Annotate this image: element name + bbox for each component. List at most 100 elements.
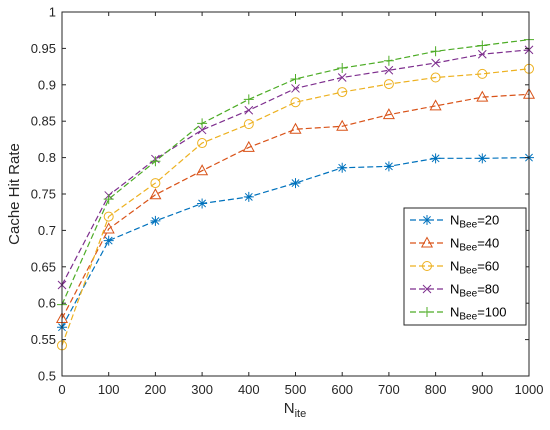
plot-frame <box>61 11 530 377</box>
x-tick-label: 100 <box>98 382 120 397</box>
data-point <box>243 191 254 202</box>
data-point <box>197 125 207 135</box>
data-point <box>336 119 349 131</box>
legend-marker <box>422 284 432 294</box>
legend-marker <box>422 215 432 225</box>
legend-marker <box>422 261 432 271</box>
legend-label-sub: Bee <box>459 220 477 231</box>
y-tick-label: 0.9 <box>38 77 56 92</box>
series-line <box>61 93 530 319</box>
legend-label-suffix: =40 <box>477 236 499 251</box>
data-point <box>290 97 301 108</box>
data-point <box>431 58 440 68</box>
legend-label: NBee=80 <box>450 282 499 300</box>
data-point <box>103 194 114 205</box>
x-tick-label: 0 <box>58 382 65 397</box>
data-point <box>382 108 395 120</box>
data-point <box>290 178 301 189</box>
legend-item: NBee=40 <box>410 236 499 254</box>
series-line <box>61 157 530 328</box>
legend-label: NBee=100 <box>450 305 506 323</box>
series-line <box>61 68 530 346</box>
legend-marker <box>420 236 434 248</box>
legend-label-suffix: =60 <box>477 259 499 274</box>
legend-label-base: N <box>450 259 459 274</box>
data-point <box>197 138 208 149</box>
y-tick-label: 0.55 <box>31 332 56 347</box>
data-point <box>337 63 348 74</box>
legend-item: NBee=80 <box>410 282 499 300</box>
x-tick-label: 300 <box>191 382 213 397</box>
data-point <box>197 198 208 209</box>
x-tick-label: 500 <box>285 382 307 397</box>
legend-label-suffix: =100 <box>477 305 506 320</box>
data-point <box>430 153 441 164</box>
ticks-layer: 0 100 200 300 400 500 600 700 800 900 1000 0.5 0.55 0… <box>31 5 544 398</box>
data-point <box>150 215 161 226</box>
legend-label: NBee=20 <box>450 213 499 231</box>
data-point <box>477 153 488 164</box>
x-tick-label: 900 <box>471 382 493 397</box>
data-point <box>196 164 209 176</box>
data-point <box>103 235 114 246</box>
data-point <box>290 73 301 84</box>
data-point <box>243 94 254 105</box>
legend-label-sub: Bee <box>459 289 477 300</box>
x-axis-label: Nite <box>284 400 306 420</box>
data-point <box>291 84 300 93</box>
data-point <box>383 55 394 66</box>
y-tick-label: 0.8 <box>38 150 56 165</box>
legend-marker <box>422 307 432 317</box>
x-tick-label: 800 <box>425 382 447 397</box>
legend-label-base: N <box>450 213 459 228</box>
data-point <box>149 188 162 200</box>
y-tick-label: 0.75 <box>31 187 56 202</box>
legend-label-suffix: =80 <box>477 282 499 297</box>
x-tick-label: 600 <box>331 382 353 397</box>
legend-item: NBee=60 <box>410 259 499 277</box>
legend-label-base: N <box>450 236 459 251</box>
data-point <box>429 99 442 111</box>
data-point <box>430 72 441 83</box>
x-tick-label: 700 <box>378 382 400 397</box>
data-point <box>477 68 488 79</box>
x-axis-label-base: N <box>284 400 295 417</box>
data-point <box>244 105 254 115</box>
data-point <box>242 140 255 152</box>
legend-label-base: N <box>450 282 459 297</box>
legend-label-suffix: =20 <box>477 213 499 228</box>
data-point <box>383 79 394 90</box>
data-point <box>477 40 488 51</box>
data-point <box>243 119 254 130</box>
data-point <box>289 122 302 134</box>
legend-label-base: N <box>450 305 459 320</box>
y-tick-label: 0.5 <box>38 369 56 384</box>
data-point <box>150 178 161 189</box>
data-point <box>337 73 347 82</box>
data-point <box>197 118 208 129</box>
y-tick-label: 0.7 <box>38 223 56 238</box>
x-axis-label-sub: ite <box>295 408 307 420</box>
y-tick-label: 0.85 <box>31 114 56 129</box>
data-point <box>337 87 348 98</box>
data-point <box>476 90 489 102</box>
data-point <box>102 222 115 234</box>
series-1 <box>55 87 536 323</box>
legend-item: NBee=100 <box>410 305 506 323</box>
series-layer <box>55 34 536 351</box>
data-point <box>383 161 394 172</box>
legend-item: NBee=20 <box>410 213 499 231</box>
series-line <box>61 39 530 305</box>
legend-label-sub: Bee <box>459 243 477 254</box>
x-tick-label: 400 <box>238 382 260 397</box>
y-tick-label: 0.95 <box>31 41 56 56</box>
data-point <box>384 65 394 75</box>
data-point <box>150 156 161 167</box>
legend-label: NBee=60 <box>450 259 499 277</box>
data-point <box>103 211 114 222</box>
data-point <box>337 162 348 173</box>
y-tick-label: 0.65 <box>31 259 56 274</box>
data-point <box>430 46 441 57</box>
